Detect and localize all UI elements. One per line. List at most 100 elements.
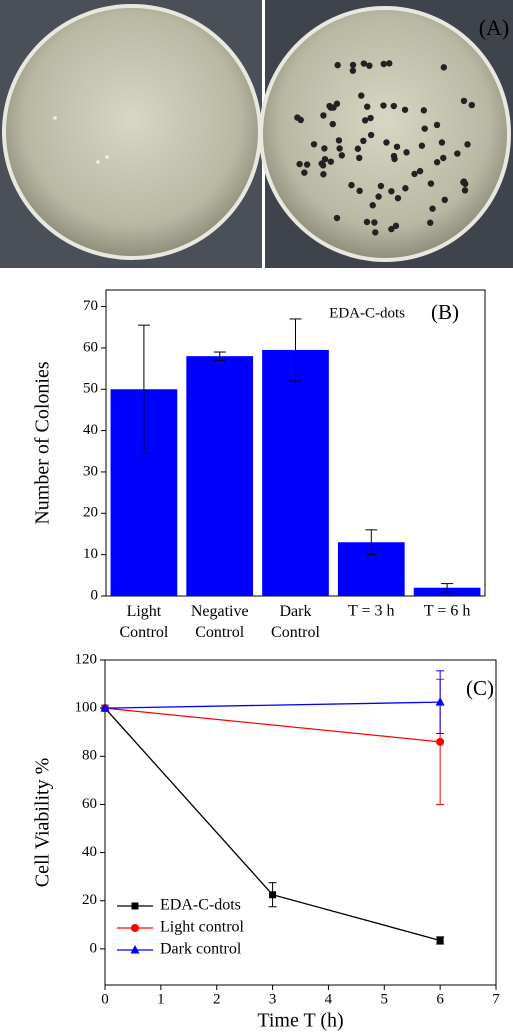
colony bbox=[333, 214, 341, 222]
x-tick-label: 1 bbox=[157, 991, 165, 1007]
colony bbox=[380, 60, 387, 68]
colony bbox=[390, 102, 398, 110]
y-tick-label: 40 bbox=[82, 844, 97, 860]
colony bbox=[336, 145, 343, 152]
petri-dish bbox=[259, 6, 511, 262]
marker bbox=[269, 891, 277, 899]
y-axis-label: Number of Colonies bbox=[32, 361, 54, 525]
colony bbox=[303, 161, 311, 168]
colony bbox=[105, 155, 109, 159]
photo-panel: (A) bbox=[0, 0, 513, 268]
colony bbox=[333, 100, 341, 107]
colony bbox=[296, 160, 303, 168]
colony bbox=[427, 180, 435, 187]
x-tick-label: 2 bbox=[213, 991, 221, 1007]
bar bbox=[186, 356, 254, 596]
colony bbox=[461, 187, 469, 194]
colony bbox=[390, 152, 398, 160]
y-tick-label: 80 bbox=[82, 748, 97, 764]
colony bbox=[349, 67, 357, 74]
marker bbox=[130, 945, 140, 954]
colony bbox=[401, 106, 409, 113]
y-tick-label: 60 bbox=[83, 339, 98, 355]
y-tick-label: 40 bbox=[83, 422, 98, 438]
colony bbox=[326, 102, 333, 110]
colony bbox=[321, 155, 329, 163]
y-tick-label: 10 bbox=[83, 546, 98, 562]
colony bbox=[327, 158, 335, 165]
colony bbox=[460, 178, 468, 185]
colonies bbox=[53, 60, 475, 236]
colony bbox=[360, 60, 368, 67]
colony bbox=[438, 139, 446, 146]
colony bbox=[356, 187, 363, 195]
marker bbox=[100, 703, 110, 712]
colony bbox=[321, 145, 328, 152]
x-tick-label: Dark Control bbox=[271, 603, 320, 641]
colony bbox=[427, 219, 434, 226]
x-tick-label: 5 bbox=[381, 991, 389, 1007]
colony bbox=[96, 160, 100, 164]
x-tick-label: Negative Control bbox=[191, 603, 249, 641]
colony bbox=[429, 205, 436, 212]
series-line bbox=[104, 701, 441, 709]
colony bbox=[440, 154, 447, 162]
colony bbox=[363, 218, 371, 226]
colony bbox=[348, 181, 355, 189]
petri-dish bbox=[2, 4, 262, 260]
x-tick-label: T = 6 h bbox=[424, 603, 471, 620]
y-tick-label: 70 bbox=[83, 298, 98, 314]
colony bbox=[294, 114, 301, 121]
colony bbox=[433, 121, 441, 129]
y-tick-label: 50 bbox=[83, 381, 98, 397]
colony bbox=[320, 112, 327, 119]
panel-label: (A) bbox=[479, 15, 510, 40]
error-bar bbox=[289, 318, 302, 382]
error-bar bbox=[137, 324, 150, 454]
colony bbox=[441, 196, 448, 204]
colony bbox=[319, 162, 327, 169]
colony bbox=[371, 219, 378, 226]
marker bbox=[435, 697, 445, 706]
y-tick-label: 100 bbox=[75, 700, 98, 716]
colony bbox=[367, 114, 374, 122]
colony bbox=[356, 154, 363, 162]
colony bbox=[301, 169, 308, 176]
colony bbox=[364, 103, 371, 110]
colony bbox=[372, 229, 379, 236]
colony bbox=[392, 222, 400, 230]
x-tick-label: 4 bbox=[325, 991, 333, 1007]
colony bbox=[388, 188, 395, 195]
y-tick-label: 30 bbox=[83, 463, 98, 479]
colony bbox=[468, 101, 475, 109]
colony bbox=[360, 137, 367, 145]
colony bbox=[53, 116, 57, 120]
colony bbox=[403, 149, 410, 156]
colony bbox=[375, 193, 382, 200]
x-tick-label: 6 bbox=[436, 991, 444, 1007]
bar bbox=[262, 349, 329, 596]
x-tick-label: T = 3 h bbox=[348, 603, 395, 620]
colony bbox=[416, 167, 424, 175]
y-tick-label: 20 bbox=[83, 505, 98, 521]
panel-label: (B) bbox=[431, 300, 459, 324]
colony bbox=[369, 202, 376, 209]
marker bbox=[436, 936, 444, 944]
colony bbox=[361, 117, 369, 124]
plot-frame bbox=[104, 659, 497, 986]
x-tick-label: 0 bbox=[101, 991, 109, 1007]
colony bbox=[367, 131, 375, 139]
y-tick-label: 20 bbox=[82, 892, 97, 908]
error-bar bbox=[213, 351, 226, 361]
colony bbox=[402, 185, 409, 192]
colony bbox=[383, 139, 390, 146]
colony bbox=[454, 150, 461, 157]
colony bbox=[433, 159, 441, 166]
error-bar bbox=[365, 529, 378, 556]
colony bbox=[386, 60, 393, 67]
colony bbox=[440, 64, 448, 71]
series-line bbox=[104, 707, 441, 743]
colony bbox=[349, 61, 357, 69]
colony bbox=[460, 97, 468, 105]
y-tick-label: 0 bbox=[90, 940, 98, 956]
